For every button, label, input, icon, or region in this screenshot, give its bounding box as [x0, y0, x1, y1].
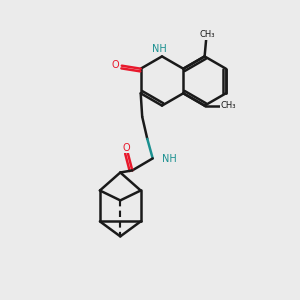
Text: NH: NH	[152, 44, 166, 55]
Text: O: O	[122, 142, 130, 153]
Text: NH: NH	[162, 154, 176, 164]
Text: O: O	[112, 59, 120, 70]
Text: CH₃: CH₃	[199, 30, 215, 39]
Text: CH₃: CH₃	[221, 101, 236, 110]
